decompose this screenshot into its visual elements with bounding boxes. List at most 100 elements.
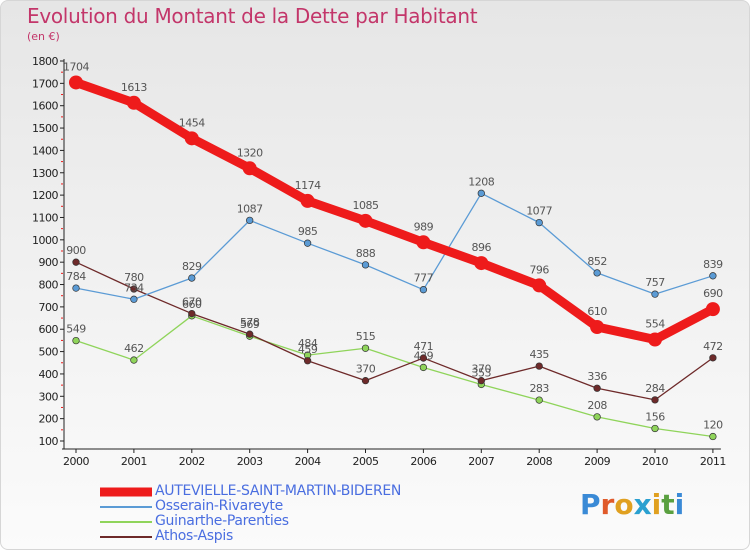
data-point — [358, 213, 373, 228]
data-point — [419, 363, 428, 372]
legend-swatch — [100, 520, 152, 523]
data-point — [651, 290, 659, 298]
data-label: 459 — [298, 343, 318, 356]
brand-letter: t — [661, 488, 675, 521]
data-point — [593, 413, 601, 421]
data-point — [419, 286, 428, 294]
data-point — [709, 354, 717, 362]
data-point — [705, 302, 720, 317]
data-point — [535, 218, 543, 227]
x-tick-label: 2004 — [295, 455, 321, 468]
data-label: 208 — [587, 399, 607, 412]
x-tick-label: 2002 — [179, 455, 205, 468]
data-label: 578 — [240, 316, 260, 329]
y-tick-label: 200 — [39, 413, 59, 426]
data-point — [300, 193, 315, 208]
data-point — [361, 344, 370, 352]
data-label: 336 — [587, 370, 607, 383]
y-tick-label: 1800 — [32, 55, 58, 68]
data-point — [72, 336, 80, 345]
data-label: 120 — [703, 419, 723, 432]
data-label: 370 — [472, 363, 492, 376]
y-tick-label: 1600 — [32, 100, 58, 113]
data-label: 734 — [124, 281, 144, 294]
data-point — [303, 357, 312, 365]
brand-letter: i — [651, 488, 662, 521]
data-point — [130, 295, 138, 303]
data-label: 156 — [645, 410, 665, 423]
data-point — [72, 284, 80, 292]
data-label: 472 — [703, 340, 723, 353]
data-label: 462 — [124, 342, 144, 355]
data-label: 569 — [240, 318, 260, 331]
data-point — [361, 261, 370, 269]
data-point — [188, 274, 196, 282]
y-tick-label: 500 — [39, 346, 59, 359]
x-tick-label: 2008 — [526, 455, 552, 468]
legend-label: Guinarthe-Parenties — [155, 513, 289, 529]
brand-letter: P — [580, 488, 601, 521]
data-label: 435 — [529, 348, 549, 361]
data-point — [593, 269, 601, 277]
data-label: 777 — [414, 272, 434, 285]
data-label: 690 — [703, 287, 723, 300]
brand-letter: r — [600, 488, 615, 521]
y-tick-label: 1700 — [32, 77, 58, 90]
data-label: 515 — [356, 330, 376, 343]
data-point — [535, 396, 543, 404]
data-label: 610 — [587, 305, 607, 318]
data-point — [419, 354, 428, 362]
data-point — [474, 256, 489, 271]
data-label: 757 — [645, 276, 665, 289]
data-point — [242, 161, 257, 176]
y-tick-label: 1200 — [32, 189, 58, 202]
data-label: 1613 — [121, 81, 147, 94]
data-label: 829 — [182, 260, 202, 273]
data-label: 1085 — [353, 199, 379, 212]
y-tick-label: 800 — [39, 279, 59, 292]
data-point — [532, 278, 547, 293]
data-label: 852 — [587, 255, 607, 268]
legend-swatch — [100, 487, 152, 496]
legend-label: Athos-Aspis — [155, 528, 233, 544]
data-point — [126, 95, 141, 110]
data-label: 896 — [472, 241, 492, 254]
series-line — [75, 261, 714, 401]
data-label: 839 — [703, 258, 723, 271]
y-tick-label: 1400 — [32, 144, 58, 157]
data-label: 888 — [356, 247, 376, 260]
brand-logo: Proxiti — [580, 488, 684, 521]
data-label: 549 — [66, 323, 86, 336]
y-tick-label: 600 — [39, 323, 59, 336]
data-label: 370 — [356, 363, 376, 376]
legend-label: Osserain-Rivareyte — [155, 498, 283, 514]
data-point — [648, 332, 662, 347]
data-label: 484 — [298, 337, 318, 350]
data-point — [246, 216, 254, 225]
y-tick-label: 100 — [39, 435, 59, 448]
data-point — [361, 376, 370, 385]
data-point — [593, 384, 601, 392]
legend-swatch — [100, 535, 152, 538]
brand-letter: o — [614, 488, 634, 521]
data-point — [72, 258, 80, 266]
y-tick-label: 1500 — [32, 122, 58, 135]
x-tick-label: 2007 — [468, 455, 494, 468]
series-line — [75, 192, 714, 300]
data-label: 1077 — [526, 205, 552, 218]
data-label: 660 — [182, 298, 202, 311]
data-point — [246, 330, 254, 338]
data-label: 1174 — [295, 179, 321, 192]
data-label: 471 — [414, 340, 434, 353]
series-line — [71, 77, 718, 345]
y-tick-label: 1000 — [32, 234, 58, 247]
data-point — [303, 239, 312, 247]
y-tick-label: 1300 — [32, 167, 58, 180]
data-point — [416, 235, 431, 250]
data-point — [184, 131, 199, 146]
x-tick-label: 2009 — [584, 455, 610, 468]
data-label: 900 — [66, 244, 86, 257]
data-label: 1208 — [468, 175, 494, 188]
